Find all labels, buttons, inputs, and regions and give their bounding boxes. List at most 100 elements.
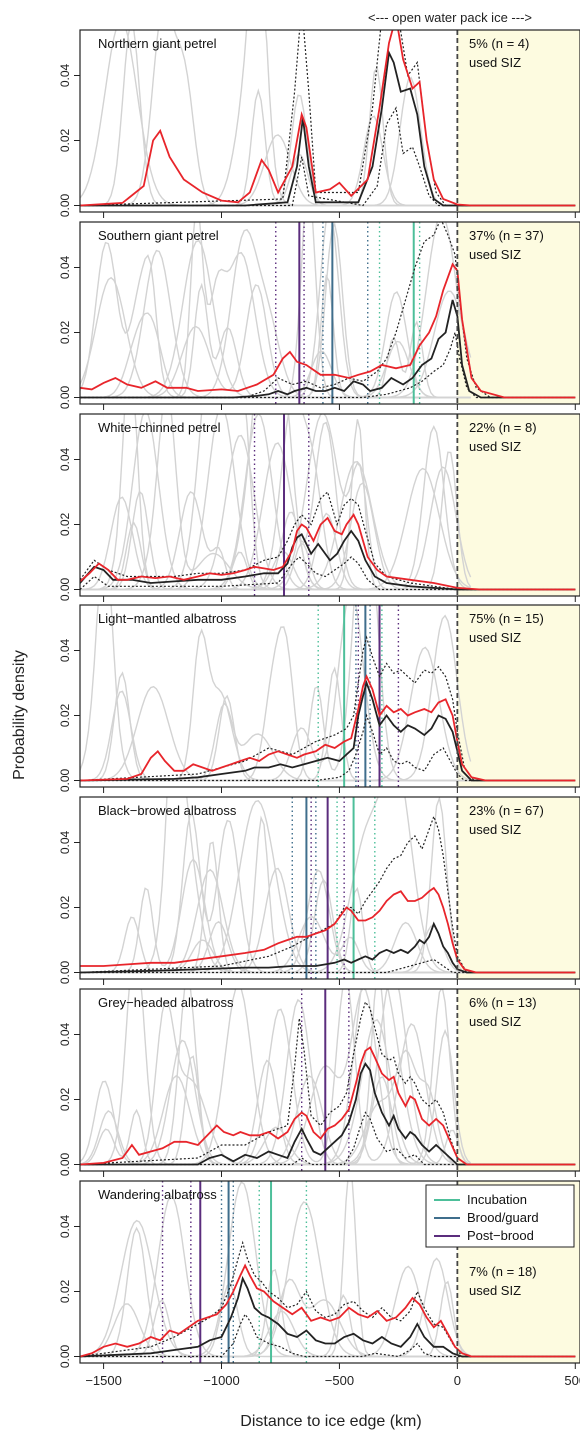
legend-label: Incubation (467, 1192, 527, 1207)
individual-track-line (80, 1039, 471, 1166)
panel-frame (79, 1180, 580, 1364)
panel-frame (79, 796, 580, 980)
ci-lower-line (80, 556, 576, 591)
y-tick-label: 0.02 (58, 895, 72, 919)
ci-upper-line (80, 1240, 576, 1358)
x-tick-label: −1500 (85, 1373, 122, 1388)
pack-ice-region (457, 989, 580, 1171)
mean-line (80, 513, 576, 591)
siz-percentage-label: 5% (n = 4) (469, 36, 529, 51)
pack-ice-region (457, 222, 580, 404)
panel-plot-area (80, 989, 576, 1171)
panel-plot-area (80, 797, 576, 979)
ci-upper-line (80, 1000, 576, 1166)
individual-track-line (80, 1195, 471, 1358)
pack-ice-region (457, 605, 580, 787)
panel-frame (79, 221, 580, 405)
individual-track-line (80, 1055, 471, 1166)
y-tick-label: 0.00 (58, 193, 72, 217)
y-tick-label: 0.04 (58, 1022, 72, 1046)
mean-line (80, 30, 576, 207)
siz-used-label: used SIZ (469, 55, 521, 70)
panel-frame (79, 29, 580, 213)
species-title: Grey−headed albatross (98, 995, 234, 1010)
siz-used-label: used SIZ (469, 1283, 521, 1298)
ci-lower-line (80, 106, 576, 207)
pack-ice-region (457, 797, 580, 979)
median-line (80, 921, 576, 974)
y-tick-label: 0.02 (58, 512, 72, 536)
species-title: White−chinned petrel (98, 420, 221, 435)
legend: Incubation Brood/guard Post−brood (425, 1184, 575, 1248)
legend-label: Post−brood (467, 1228, 534, 1243)
species-title: Light−mantled albatross (98, 611, 237, 626)
individual-track-line (80, 1257, 471, 1358)
y-tick-label: 0.02 (58, 320, 72, 344)
mean-line (80, 886, 576, 974)
y-tick-label: 0.04 (58, 63, 72, 87)
ci-upper-line (80, 635, 576, 782)
panel-frame (79, 604, 580, 788)
individual-track-line (80, 30, 471, 207)
x-tick-label: 0 (454, 1373, 461, 1388)
median-line (80, 1275, 576, 1358)
panel-plot-area (80, 30, 576, 207)
individual-track-line (80, 614, 472, 782)
mean-line (80, 674, 576, 782)
species-title: Black−browed albatross (98, 803, 237, 818)
siz-percentage-label: 7% (n = 18) (469, 1264, 537, 1279)
panel-7: 0.00 0.02 0.04 Wandering albatross 7% (n = 1… (58, 1180, 580, 1388)
panel-3: 0.00 0.02 0.04 White−chinned petrel 22% (n =… (58, 413, 580, 602)
panel-5: 0.00 0.02 0.04 Black−browed albatross 23% (n… (58, 796, 580, 985)
y-tick-label: 0.00 (58, 1152, 72, 1176)
pack-ice-region (457, 414, 580, 596)
y-tick-label: 0.04 (58, 830, 72, 854)
median-line (80, 529, 576, 591)
siz-percentage-label: 23% (n = 67) (469, 803, 544, 818)
mean-line (80, 1263, 576, 1358)
ci-upper-line (80, 814, 576, 974)
y-tick-label: 0.02 (58, 128, 72, 152)
x-tick-label: −1000 (203, 1373, 240, 1388)
siz-percentage-label: 22% (n = 8) (469, 420, 537, 435)
y-tick-label: 0.00 (58, 577, 72, 601)
species-title: Northern giant petrel (98, 36, 217, 51)
median-line (80, 299, 576, 399)
siz-used-label: used SIZ (469, 247, 521, 262)
individual-track-line (80, 1226, 471, 1358)
panel-4: 0.00 0.02 0.04 Light−mantled albatross 75% (… (58, 604, 580, 793)
species-title: Southern giant petrel (98, 228, 219, 243)
y-tick-label: 0.02 (58, 1087, 72, 1111)
siz-percentage-label: 75% (n = 15) (469, 611, 544, 626)
panel-frame (79, 413, 580, 597)
y-axis-label: Probability density (11, 650, 28, 780)
y-tick-label: 0.04 (58, 447, 72, 471)
siz-used-label: used SIZ (469, 822, 521, 837)
siz-used-label: used SIZ (469, 630, 521, 645)
individual-track-line (80, 797, 471, 974)
panel-plot-area (80, 222, 576, 404)
y-tick-label: 0.00 (58, 385, 72, 409)
panel-plot-area (80, 605, 576, 787)
siz-used-label: used SIZ (469, 1014, 521, 1029)
individual-track-line (80, 414, 471, 591)
mean-line (80, 1046, 576, 1166)
individual-track-line (80, 1181, 471, 1358)
median-line (80, 49, 576, 207)
panel-1: 0.00 0.02 0.04 Northern giant petrel 5% (n =… (58, 29, 580, 218)
pack-ice-region (457, 30, 580, 212)
panel-plot-area (80, 414, 576, 596)
individual-track-line (80, 989, 471, 1166)
top-annotation: <--- open water pack ice ---> (368, 10, 532, 25)
y-tick-label: 0.00 (58, 960, 72, 984)
siz-used-label: used SIZ (469, 439, 521, 454)
y-tick-label: 0.04 (58, 255, 72, 279)
y-tick-label: 0.04 (58, 638, 72, 662)
individual-track-line (80, 800, 471, 974)
median-line (80, 1062, 576, 1166)
y-tick-label: 0.02 (58, 1279, 72, 1303)
y-tick-label: 0.00 (58, 1344, 72, 1368)
panel-2: 0.00 0.02 0.04 Southern giant petrel 37% (n … (58, 221, 580, 410)
